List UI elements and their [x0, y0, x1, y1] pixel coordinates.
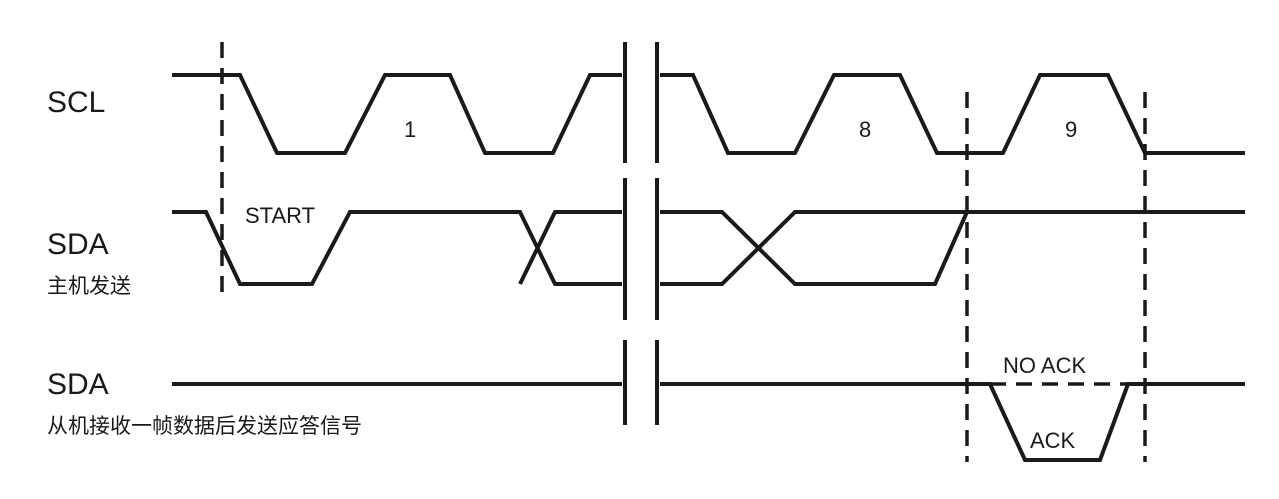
sda-slave-line-right: [660, 382, 1245, 462]
clock-number-8: 8: [859, 117, 871, 142]
scl-label: SCL: [47, 86, 105, 119]
sda-master-line-d: [660, 210, 967, 286]
clock-number-9: 9: [1065, 117, 1077, 142]
sda-master-line-b: [518, 210, 622, 285]
sda-slave-label: SDA: [47, 368, 109, 401]
ack-label: ACK: [1030, 428, 1076, 453]
scl-waveform-right: [660, 73, 1245, 155]
sda-master-line-a: [172, 210, 622, 286]
scl-waveform-left: [172, 73, 622, 155]
start-label: START: [245, 203, 315, 228]
sda-master-sublabel: 主机发送: [47, 274, 131, 298]
clock-number-1: 1: [404, 117, 416, 142]
sda-master-label: SDA: [47, 228, 109, 261]
sda-slave-sublabel: 从机接收一帧数据后发送应答信号: [47, 414, 362, 438]
sda-master-line-c: [660, 210, 1245, 286]
no-ack-label: NO ACK: [1003, 353, 1086, 378]
